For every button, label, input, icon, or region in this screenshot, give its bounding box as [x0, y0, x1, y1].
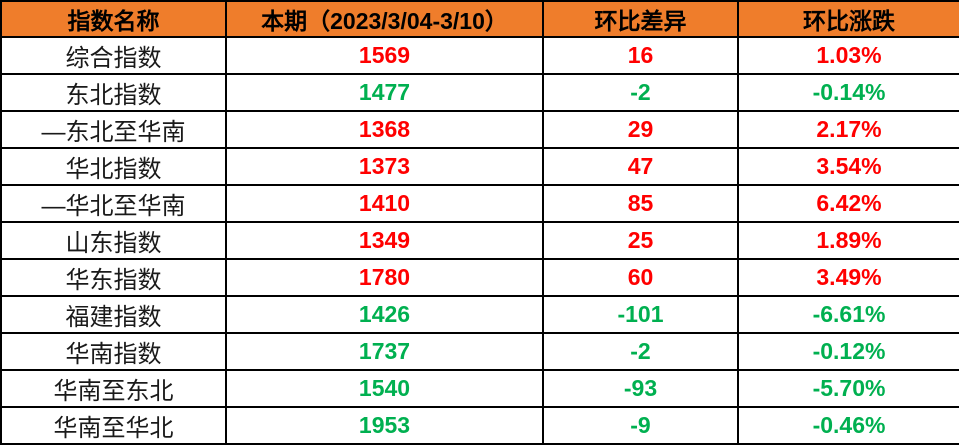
cell-current-value: 1780: [225, 258, 544, 297]
cell-current-value: 1540: [225, 369, 544, 408]
cell-pct-change: -6.61%: [737, 295, 959, 334]
cell-index-name: 东北指数: [0, 73, 227, 112]
cell-diff: -93: [542, 369, 739, 408]
cell-index-name: 综合指数: [0, 36, 227, 75]
cell-diff: 47: [542, 147, 739, 186]
cell-index-name: 华北指数: [0, 147, 227, 186]
cell-index-name: 山东指数: [0, 221, 227, 260]
cell-diff: -101: [542, 295, 739, 334]
cell-diff: 85: [542, 184, 739, 223]
cell-index-name: —东北至华南: [0, 110, 227, 149]
table-row: 综合指数 1569 16 1.03%: [0, 36, 959, 75]
column-header-index-name: 指数名称: [0, 0, 227, 38]
cell-current-value: 1953: [225, 406, 544, 445]
column-header-diff: 环比差异: [542, 0, 739, 38]
table-row: 华南至东北 1540 -93 -5.70%: [0, 369, 959, 408]
cell-pct-change: -0.14%: [737, 73, 959, 112]
table-row: 华南指数 1737 -2 -0.12%: [0, 332, 959, 371]
table-row: 东北指数 1477 -2 -0.14%: [0, 73, 959, 112]
cell-index-name: 华东指数: [0, 258, 227, 297]
header-row: 指数名称 本期（2023/3/04-3/10） 环比差异 环比涨跌: [0, 0, 959, 38]
cell-current-value: 1368: [225, 110, 544, 149]
cell-pct-change: 1.89%: [737, 221, 959, 260]
cell-pct-change: -5.70%: [737, 369, 959, 408]
cell-diff: 29: [542, 110, 739, 149]
table-row: 华北指数 1373 47 3.54%: [0, 147, 959, 186]
cell-index-name: —华北至华南: [0, 184, 227, 223]
column-header-current-period: 本期（2023/3/04-3/10）: [225, 0, 544, 38]
cell-pct-change: -0.46%: [737, 406, 959, 445]
cell-index-name: 福建指数: [0, 295, 227, 334]
cell-current-value: 1410: [225, 184, 544, 223]
cell-pct-change: 2.17%: [737, 110, 959, 149]
table-row: —华北至华南 1410 85 6.42%: [0, 184, 959, 223]
cell-current-value: 1349: [225, 221, 544, 260]
cell-current-value: 1426: [225, 295, 544, 334]
cell-diff: 25: [542, 221, 739, 260]
cell-pct-change: 3.54%: [737, 147, 959, 186]
cell-current-value: 1569: [225, 36, 544, 75]
cell-diff: -2: [542, 73, 739, 112]
cell-diff: -2: [542, 332, 739, 371]
table-row: —东北至华南 1368 29 2.17%: [0, 110, 959, 149]
cell-diff: 60: [542, 258, 739, 297]
column-header-pct-change: 环比涨跌: [737, 0, 959, 38]
table-row: 福建指数 1426 -101 -6.61%: [0, 295, 959, 334]
cell-diff: -9: [542, 406, 739, 445]
cell-pct-change: 1.03%: [737, 36, 959, 75]
table-row: 华东指数 1780 60 3.49%: [0, 258, 959, 297]
cell-index-name: 华南至东北: [0, 369, 227, 408]
cell-current-value: 1477: [225, 73, 544, 112]
cell-current-value: 1737: [225, 332, 544, 371]
table-row: 华南至华北 1953 -9 -0.46%: [0, 406, 959, 445]
cell-index-name: 华南至华北: [0, 406, 227, 445]
cell-pct-change: 3.49%: [737, 258, 959, 297]
cell-diff: 16: [542, 36, 739, 75]
cell-pct-change: -0.12%: [737, 332, 959, 371]
table-row: 山东指数 1349 25 1.89%: [0, 221, 959, 260]
cell-index-name: 华南指数: [0, 332, 227, 371]
cell-pct-change: 6.42%: [737, 184, 959, 223]
cell-current-value: 1373: [225, 147, 544, 186]
